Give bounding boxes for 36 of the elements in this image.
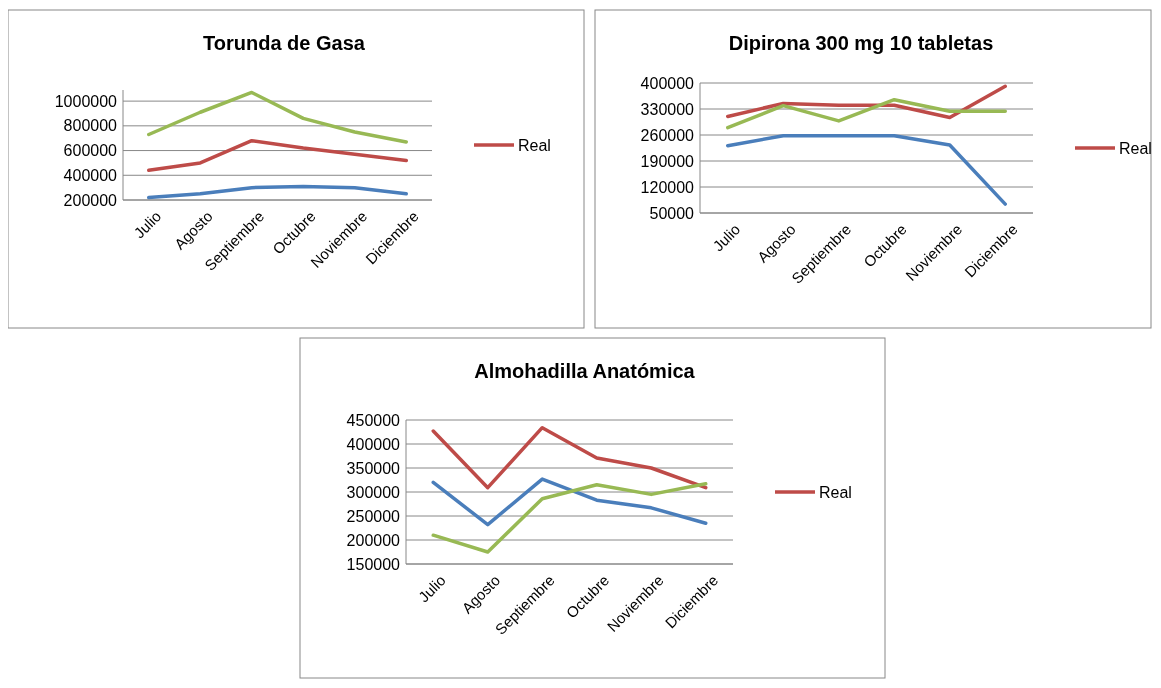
legend-label: Real [819, 483, 852, 501]
chart-title: Dipirona 300 mg 10 tabletas [728, 32, 994, 54]
y-tick-label: 1000000 [54, 92, 118, 110]
y-tick-label: 450000 [346, 411, 401, 429]
y-tick-label: 150000 [346, 555, 401, 573]
y-tick-label: 200000 [346, 531, 401, 549]
y-tick-label: 250000 [346, 507, 401, 525]
y-tick-label: 200000 [63, 191, 118, 209]
y-tick-label: 800000 [63, 117, 118, 135]
y-tick-label: 600000 [63, 142, 118, 160]
y-tick-label: 260000 [640, 126, 695, 144]
line-series [147, 138, 408, 173]
x-tick-label: Julio [414, 571, 449, 606]
y-tick-label: 190000 [640, 152, 695, 170]
y-tick-label: 330000 [640, 100, 695, 118]
x-tick-label: Julio [709, 220, 744, 255]
x-tick-label: Julio [130, 207, 165, 242]
line-series [147, 90, 408, 144]
y-tick-label: 50000 [649, 204, 695, 222]
legend-label: Real [1119, 139, 1152, 157]
y-tick-label: 400000 [640, 74, 695, 92]
line-series [726, 133, 1007, 206]
y-tick-label: 400000 [346, 435, 401, 453]
y-tick-label: 400000 [63, 166, 118, 184]
chart-title: Almohadilla Anatómica [474, 360, 696, 382]
line-series [726, 84, 1007, 120]
line-series [147, 184, 408, 200]
y-tick-label: 300000 [346, 483, 401, 501]
chart-title: Torunda de Gasa [203, 32, 366, 54]
y-tick-label: 120000 [640, 178, 695, 196]
line-series [431, 482, 708, 554]
y-tick-label: 350000 [346, 459, 401, 477]
legend-label: Real [518, 136, 551, 154]
line-series [431, 477, 708, 527]
line-series [726, 97, 1007, 130]
line-series [431, 425, 708, 490]
